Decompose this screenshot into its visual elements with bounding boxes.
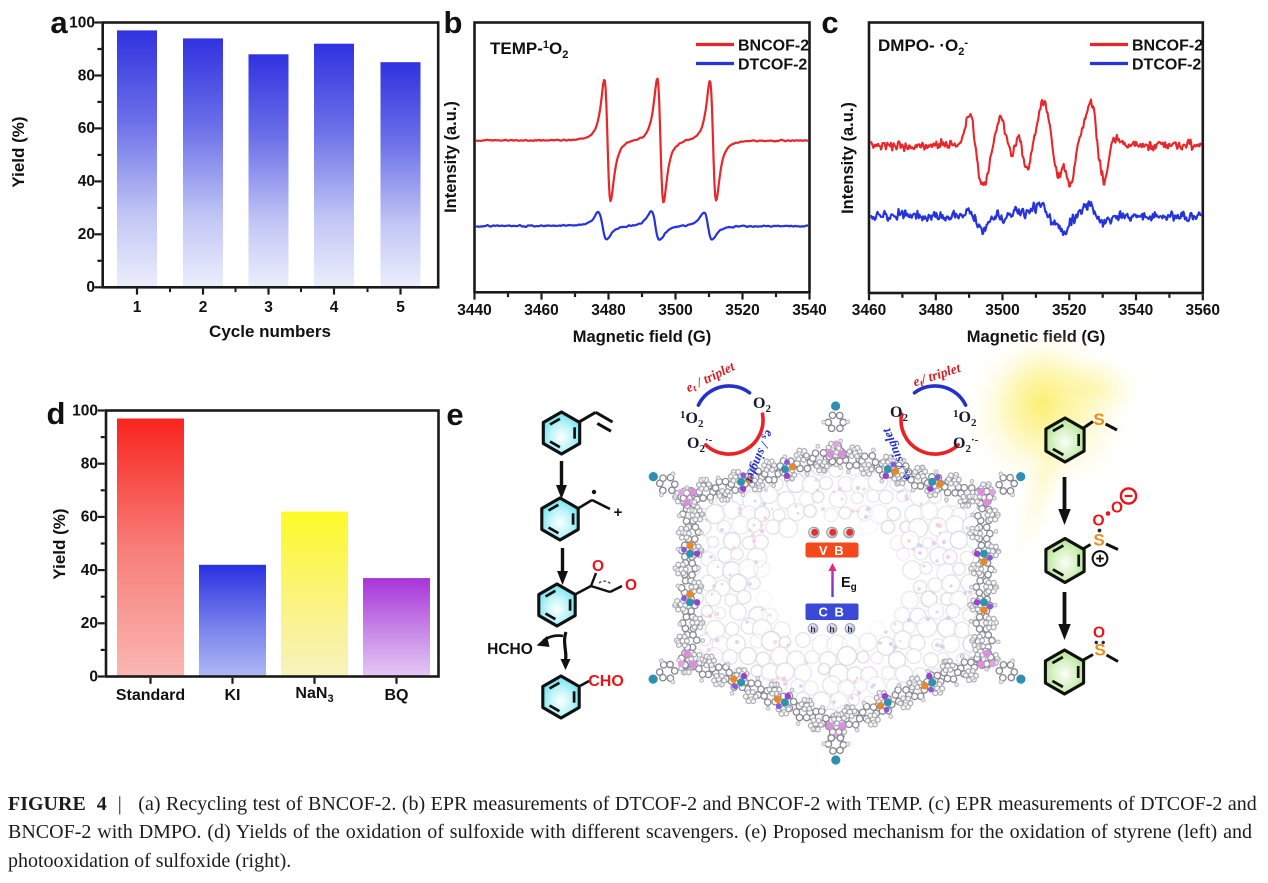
svg-text:O: O	[1093, 625, 1105, 642]
svg-text:O: O	[1092, 513, 1104, 530]
svg-text:b: b	[444, 5, 463, 40]
svg-text:1O2: 1O2	[953, 408, 977, 429]
svg-text:100: 100	[72, 402, 98, 419]
svg-text:DMPO- ·O2-: DMPO- ·O2-	[878, 36, 968, 58]
svg-text:Eg: Eg	[841, 575, 857, 593]
svg-text:100: 100	[69, 14, 95, 31]
svg-text:BQ: BQ	[385, 687, 409, 704]
svg-text:h: h	[829, 624, 834, 634]
svg-text:O2: O2	[753, 395, 771, 415]
svg-text:V B: V B	[819, 543, 845, 558]
svg-text:80: 80	[78, 67, 95, 84]
svg-text:CHO: CHO	[588, 673, 624, 690]
svg-text:NaN3: NaN3	[295, 685, 333, 705]
svg-text:O: O	[625, 577, 637, 594]
svg-text:3460: 3460	[852, 302, 886, 319]
svg-text:h: h	[847, 624, 852, 634]
svg-text:1: 1	[133, 299, 142, 316]
svg-text:e: e	[446, 397, 463, 432]
svg-text:S: S	[1093, 410, 1104, 429]
svg-text:Magnetic field (G): Magnetic field (G)	[573, 328, 711, 346]
svg-text:3540: 3540	[1119, 302, 1153, 319]
svg-text:3540: 3540	[792, 302, 826, 319]
svg-text:Standard: Standard	[116, 687, 185, 704]
svg-text:Cycle numbers: Cycle numbers	[209, 322, 331, 341]
svg-text:0: 0	[86, 279, 95, 296]
svg-text:+: +	[614, 504, 623, 521]
svg-text:1O2: 1O2	[680, 409, 704, 430]
svg-text:3460: 3460	[524, 302, 558, 319]
svg-text:O: O	[1111, 500, 1123, 517]
svg-text:a: a	[50, 5, 68, 40]
svg-text:20: 20	[78, 226, 95, 243]
svg-text:4: 4	[330, 299, 339, 316]
svg-text:20: 20	[81, 615, 98, 632]
svg-text:3440: 3440	[457, 302, 491, 319]
svg-text:40: 40	[78, 173, 95, 190]
svg-text:c: c	[821, 5, 838, 40]
svg-text:S: S	[1093, 531, 1104, 550]
svg-text:0: 0	[89, 668, 98, 685]
svg-text:BNCOF-2: BNCOF-2	[738, 38, 809, 55]
svg-text:60: 60	[81, 509, 98, 526]
svg-text:h: h	[810, 624, 815, 634]
svg-text:3520: 3520	[725, 302, 759, 319]
svg-text:2: 2	[199, 299, 208, 316]
svg-text:Intensity (a.u.): Intensity (a.u.)	[442, 101, 460, 213]
svg-text:TEMP-1O2: TEMP-1O2	[490, 39, 568, 61]
svg-text:3560: 3560	[1186, 302, 1220, 319]
svg-text:DTCOF-2: DTCOF-2	[1132, 57, 1201, 74]
svg-text:3500: 3500	[658, 302, 692, 319]
svg-text:d: d	[47, 396, 66, 431]
svg-text:5: 5	[396, 299, 405, 316]
svg-text:80: 80	[81, 456, 98, 473]
svg-text:60: 60	[78, 120, 95, 137]
svg-text:3: 3	[264, 299, 273, 316]
svg-text:Intensity (a.u.): Intensity (a.u.)	[839, 102, 857, 214]
svg-text:3520: 3520	[1052, 302, 1086, 319]
svg-text:Yield (%): Yield (%)	[9, 116, 28, 187]
svg-text:3480: 3480	[919, 302, 953, 319]
svg-text:3480: 3480	[591, 302, 625, 319]
svg-text:S: S	[1094, 641, 1105, 660]
svg-text:BNCOF-2: BNCOF-2	[1132, 38, 1203, 55]
svg-text:Yield (%): Yield (%)	[50, 508, 69, 579]
svg-text:KI: KI	[225, 687, 241, 704]
svg-text:O: O	[592, 558, 604, 575]
svg-text:O2·-: O2·-	[687, 434, 713, 455]
svg-text:3500: 3500	[985, 302, 1019, 319]
svg-text:40: 40	[81, 562, 98, 579]
svg-text:DTCOF-2: DTCOF-2	[738, 57, 807, 74]
svg-text:C B: C B	[819, 604, 846, 619]
svg-text:HCHO: HCHO	[487, 641, 533, 658]
